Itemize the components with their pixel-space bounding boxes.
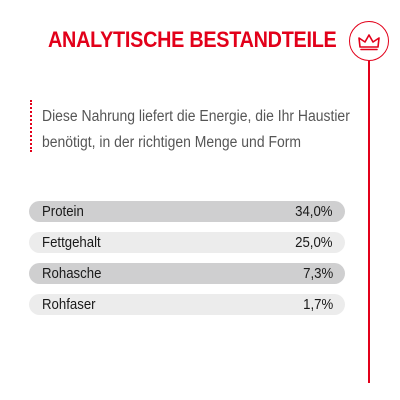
vertical-divider xyxy=(368,61,370,383)
nutrient-table: Protein 34,0% Fettgehalt 25,0% Rohasche … xyxy=(29,201,345,325)
dotted-accent xyxy=(30,100,32,152)
table-row: Fettgehalt 25,0% xyxy=(29,232,345,253)
table-row: Rohfaser 1,7% xyxy=(29,294,345,315)
intro-text: Diese Nahrung liefert die Energie, die I… xyxy=(42,104,350,156)
nutrient-name: Protein xyxy=(42,203,84,220)
nutrient-value: 25,0% xyxy=(295,234,333,251)
nutrient-value: 1,7% xyxy=(302,296,333,313)
nutrient-name: Fettgehalt xyxy=(42,234,101,251)
nutrient-name: Rohasche xyxy=(42,265,102,282)
table-row: Protein 34,0% xyxy=(29,201,345,222)
intro-line-2: benötigt, in der richtigen Menge und For… xyxy=(42,134,302,151)
table-row: Rohasche 7,3% xyxy=(29,263,345,284)
emblem-badge xyxy=(349,21,389,61)
intro-line-1: Diese Nahrung liefert die Energie, die I… xyxy=(42,108,350,125)
page-title: ANALYTISCHE BESTANDTEILE xyxy=(48,27,337,52)
crown-icon xyxy=(358,33,380,50)
nutrient-value: 7,3% xyxy=(302,265,333,282)
nutrient-value: 34,0% xyxy=(295,203,333,220)
nutrient-name: Rohfaser xyxy=(42,296,96,313)
